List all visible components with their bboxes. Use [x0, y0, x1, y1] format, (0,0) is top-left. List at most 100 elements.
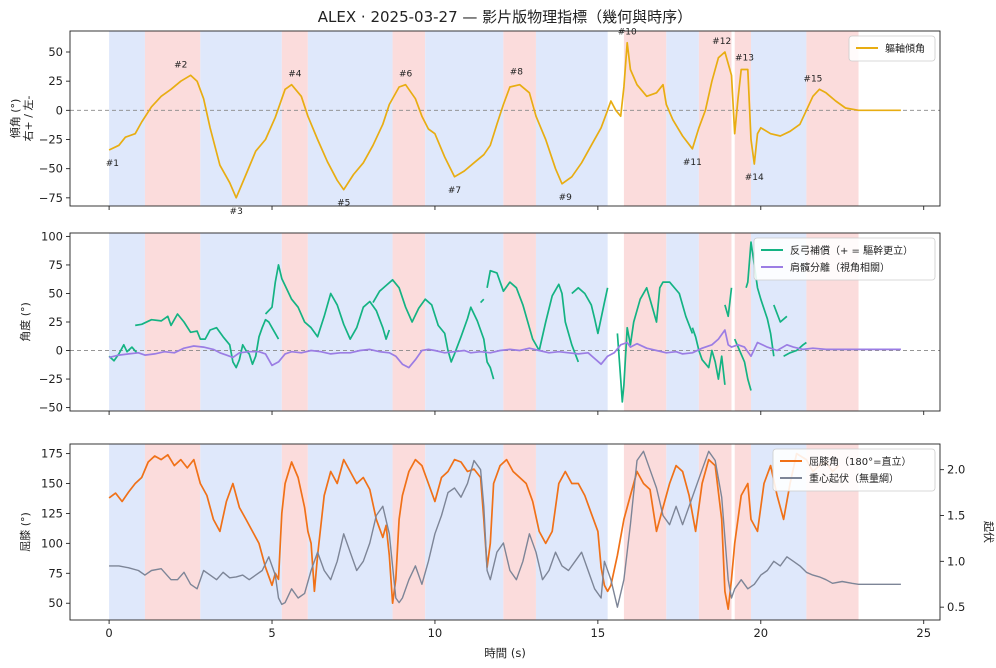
- y-right-tick-label: 2.0: [947, 463, 965, 477]
- phase-band-blue: [425, 233, 504, 411]
- peak-label: #1: [106, 159, 119, 169]
- legend: 軀軸傾角: [848, 35, 936, 62]
- legend-box: [753, 237, 936, 281]
- phase-band-red: [392, 233, 426, 411]
- phase-band-red: [144, 31, 201, 206]
- phase-band-blue: [425, 31, 504, 206]
- phase-band-red: [734, 233, 752, 411]
- y-right-tick-label: 1.5: [947, 509, 965, 523]
- legend-label: 肩髖分離（視角相關）: [790, 261, 890, 274]
- legend: 屈膝角（180°=直立） 重心起伏（無量綱）: [772, 448, 936, 492]
- phase-band-red: [503, 233, 536, 411]
- peak-label: #3: [230, 207, 243, 217]
- phase-band-red: [392, 31, 426, 206]
- peak-label: #10: [618, 28, 637, 38]
- figure-title: ALEX · 2025-03-27 — 影片版物理指標（幾何與時序）: [318, 8, 692, 26]
- phase-band-blue: [666, 31, 699, 206]
- y-axis-label: 傾角 (°): [8, 99, 22, 139]
- y-tick-label: 0: [56, 103, 63, 117]
- axes-frame: [69, 443, 941, 621]
- phase-band-red: [698, 31, 732, 206]
- peak-label: #2: [174, 60, 187, 70]
- y-tick-label: −50: [39, 162, 63, 176]
- phase-band-blue: [535, 233, 608, 411]
- peak-label: #8: [510, 67, 524, 77]
- y-tick-label: 25: [48, 74, 63, 88]
- legend-label: 反弓補償（+ = 驅幹更立）: [790, 244, 913, 257]
- phase-band-red: [503, 444, 536, 620]
- phase-band-blue: [666, 233, 699, 411]
- panel-angles: 100 75 50 25 0 −25 −50 角度 (°) 反弓補償（+ = 驅幹更立） 肩髖分離…: [18, 229, 941, 415]
- x-tick-label: 10: [428, 626, 443, 640]
- y-tick-label: −25: [39, 133, 63, 147]
- y-tick-label: 100: [41, 229, 63, 243]
- peak-label: #13: [735, 53, 754, 63]
- peak-label: #15: [803, 74, 822, 84]
- y-tick-label: 50: [48, 286, 63, 300]
- phase-band-red: [281, 31, 308, 206]
- peak-label: #14: [745, 173, 764, 183]
- x-tick-label: 0: [105, 626, 112, 640]
- phase-band-red: [734, 31, 752, 206]
- y-tick-label: 125: [41, 506, 63, 520]
- peak-label: #12: [712, 37, 731, 47]
- y-tick-label: −75: [39, 191, 63, 205]
- x-axis-label: 時間 (s): [484, 646, 526, 660]
- y-tick-label: −25: [39, 372, 63, 386]
- phase-band-blue: [535, 31, 608, 206]
- y-tick-label: 50: [48, 45, 63, 59]
- y-tick-label: 150: [41, 477, 63, 491]
- phase-band-red: [623, 444, 667, 620]
- legend: 反弓補償（+ = 驅幹更立） 肩髖分離（視角相關）: [753, 237, 936, 281]
- series-line-com: [109, 450, 901, 608]
- phase-band-blue: [109, 233, 145, 411]
- legend-label: 重心起伏（無量綱）: [809, 472, 899, 485]
- y-axis-label-secondary: 右+ / 左-: [21, 96, 35, 142]
- x-tick-label: 25: [916, 626, 931, 640]
- phase-band-red: [734, 444, 752, 620]
- y-tick-label: 50: [48, 596, 63, 610]
- legend-box: [772, 448, 936, 492]
- phase-band-red: [281, 233, 308, 411]
- phase-band-blue: [307, 444, 393, 620]
- y-right-tick-label: 1.0: [947, 554, 965, 568]
- x-tick-label: 20: [753, 626, 768, 640]
- phase-band-blue: [307, 31, 393, 206]
- phase-band-blue: [109, 444, 145, 620]
- phase-band-blue: [109, 31, 145, 206]
- y-tick-label: 75: [48, 566, 63, 580]
- y-tick-label: 100: [41, 536, 63, 550]
- peak-label: #11: [683, 158, 702, 168]
- x-tick-label: 5: [268, 626, 275, 640]
- legend-box: [848, 35, 936, 62]
- peak-label: #4: [288, 70, 302, 80]
- y-right-tick-label: 0.5: [947, 600, 965, 614]
- y-tick-label: −50: [39, 401, 63, 415]
- phase-band-red: [281, 444, 308, 620]
- y-tick-label: 175: [41, 447, 63, 461]
- y-tick-label: 25: [48, 315, 63, 329]
- peak-label: #5: [337, 199, 350, 209]
- phase-band-red: [698, 233, 732, 411]
- peak-label: #6: [399, 70, 413, 80]
- y-right-axis-label: 起伏: [982, 521, 996, 543]
- series-line-tilt: [108, 41, 901, 199]
- peak-label: #7: [448, 186, 461, 196]
- y-axis-label: 角度 (°): [18, 302, 32, 342]
- phase-band-red: [623, 233, 667, 411]
- peak-label: #9: [559, 193, 573, 203]
- phase-band-blue: [200, 31, 282, 206]
- y-tick-label: 0: [56, 344, 63, 358]
- panel-knee-com: 0 5 10 15 20 25 175 150 125 100 75 50 2.0 1.5 1.0 0.5 屈膝…: [19, 443, 996, 640]
- phase-band-blue: [751, 31, 807, 206]
- phase-band-red: [144, 444, 201, 620]
- x-tick-label: 15: [591, 626, 606, 640]
- series-line-shoulder: [108, 329, 901, 369]
- y-axis-label: 屈膝 (°): [19, 512, 32, 552]
- legend-label: 軀軸傾角: [885, 42, 925, 55]
- axes-frame: [69, 30, 941, 207]
- panel-tilt: #1 #2 #3 #4 #5 #6 #7 #8 #9 #10 #11 #12 #13 #14 #15 50 25…: [8, 28, 941, 217]
- phase-band-blue: [535, 444, 608, 620]
- phase-band-blue: [200, 444, 282, 620]
